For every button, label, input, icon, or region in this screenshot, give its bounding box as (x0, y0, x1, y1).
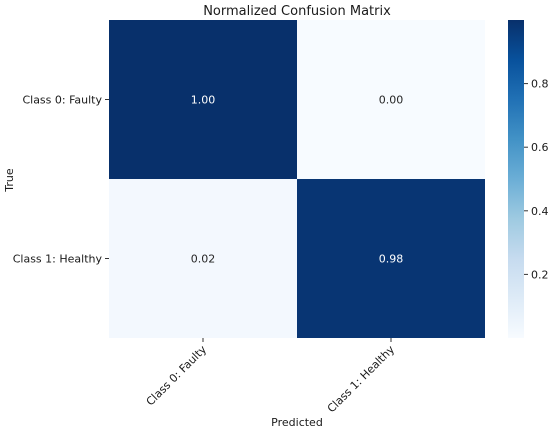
colorbar: 0.2 0.4 0.6 0.8 (508, 20, 549, 338)
colorbar-tick-label: 0.2 (531, 268, 549, 281)
x-tick-label: Class 1: Healthy (325, 343, 398, 416)
cell-value-label: 1.00 (191, 94, 216, 107)
heatmap-cell (109, 20, 297, 179)
heatmap-cell (109, 179, 297, 338)
colorbar-gradient (508, 20, 524, 338)
colorbar-tick-label: 0.6 (531, 141, 549, 154)
y-axis-label: True (3, 168, 16, 193)
y-tick-label: Class 0: Faulty (22, 94, 102, 107)
cell-value-label: 0.00 (379, 94, 404, 107)
colorbar-tick-label: 0.8 (531, 78, 549, 91)
colorbar-tick-label: 0.4 (531, 205, 549, 218)
heatmap-cell (297, 20, 485, 179)
x-tick-label: Class 0: Faulty (144, 343, 210, 409)
chart-title: Normalized Confusion Matrix (203, 4, 391, 19)
heatmap-cell (297, 179, 485, 338)
cell-value-label: 0.02 (191, 253, 216, 266)
x-axis-label: Predicted (271, 416, 323, 429)
y-tick-label: Class 1: Healthy (13, 253, 103, 266)
cell-value-label: 0.98 (379, 253, 404, 266)
